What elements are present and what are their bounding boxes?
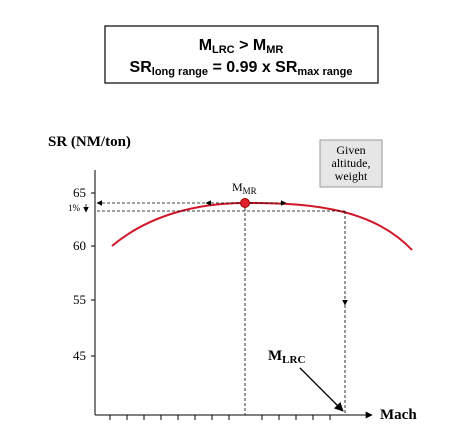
text: > M — [235, 37, 267, 54]
y-tick-label: 55 — [73, 292, 86, 307]
subscript: LRC — [282, 354, 305, 366]
x-axis-label: Mach — [380, 407, 417, 423]
y-tick-label: 45 — [73, 348, 86, 363]
header-box — [104, 25, 379, 84]
header-line2: SRlong range = 0.99 x SRmax range — [130, 59, 353, 78]
sr-curve — [111, 201, 413, 251]
text: M — [268, 348, 282, 364]
mlrc-label: MLRC — [268, 348, 305, 366]
y-axis-label: SR (NM/ton) — [48, 134, 131, 150]
note-box — [319, 139, 383, 188]
mmr-label: MMR — [232, 180, 257, 196]
mmr-point — [240, 198, 250, 208]
y-tick-label: 65 — [73, 185, 86, 200]
text: SR — [130, 59, 153, 76]
subscript: LRC — [212, 44, 235, 56]
note-line: altitude, — [332, 156, 371, 170]
note-line: weight — [335, 169, 368, 183]
text: = 0.99 x SR — [208, 59, 298, 76]
y-tick-label: 60 — [73, 238, 86, 253]
guides — [96, 200, 348, 415]
y-ticks — [91, 192, 95, 357]
gap-label: 1% — [68, 203, 81, 213]
subscript: max range — [297, 66, 352, 78]
x-ticks — [109, 415, 331, 420]
subscript: long range — [152, 66, 208, 78]
text: M — [232, 180, 243, 194]
subscript: MR — [266, 44, 283, 56]
header-line1: MLRC > MMR — [199, 37, 284, 56]
text: M — [199, 37, 212, 54]
mlrc-arrow — [299, 367, 344, 412]
subscript: MR — [243, 186, 257, 196]
note-line: Given — [336, 143, 365, 157]
